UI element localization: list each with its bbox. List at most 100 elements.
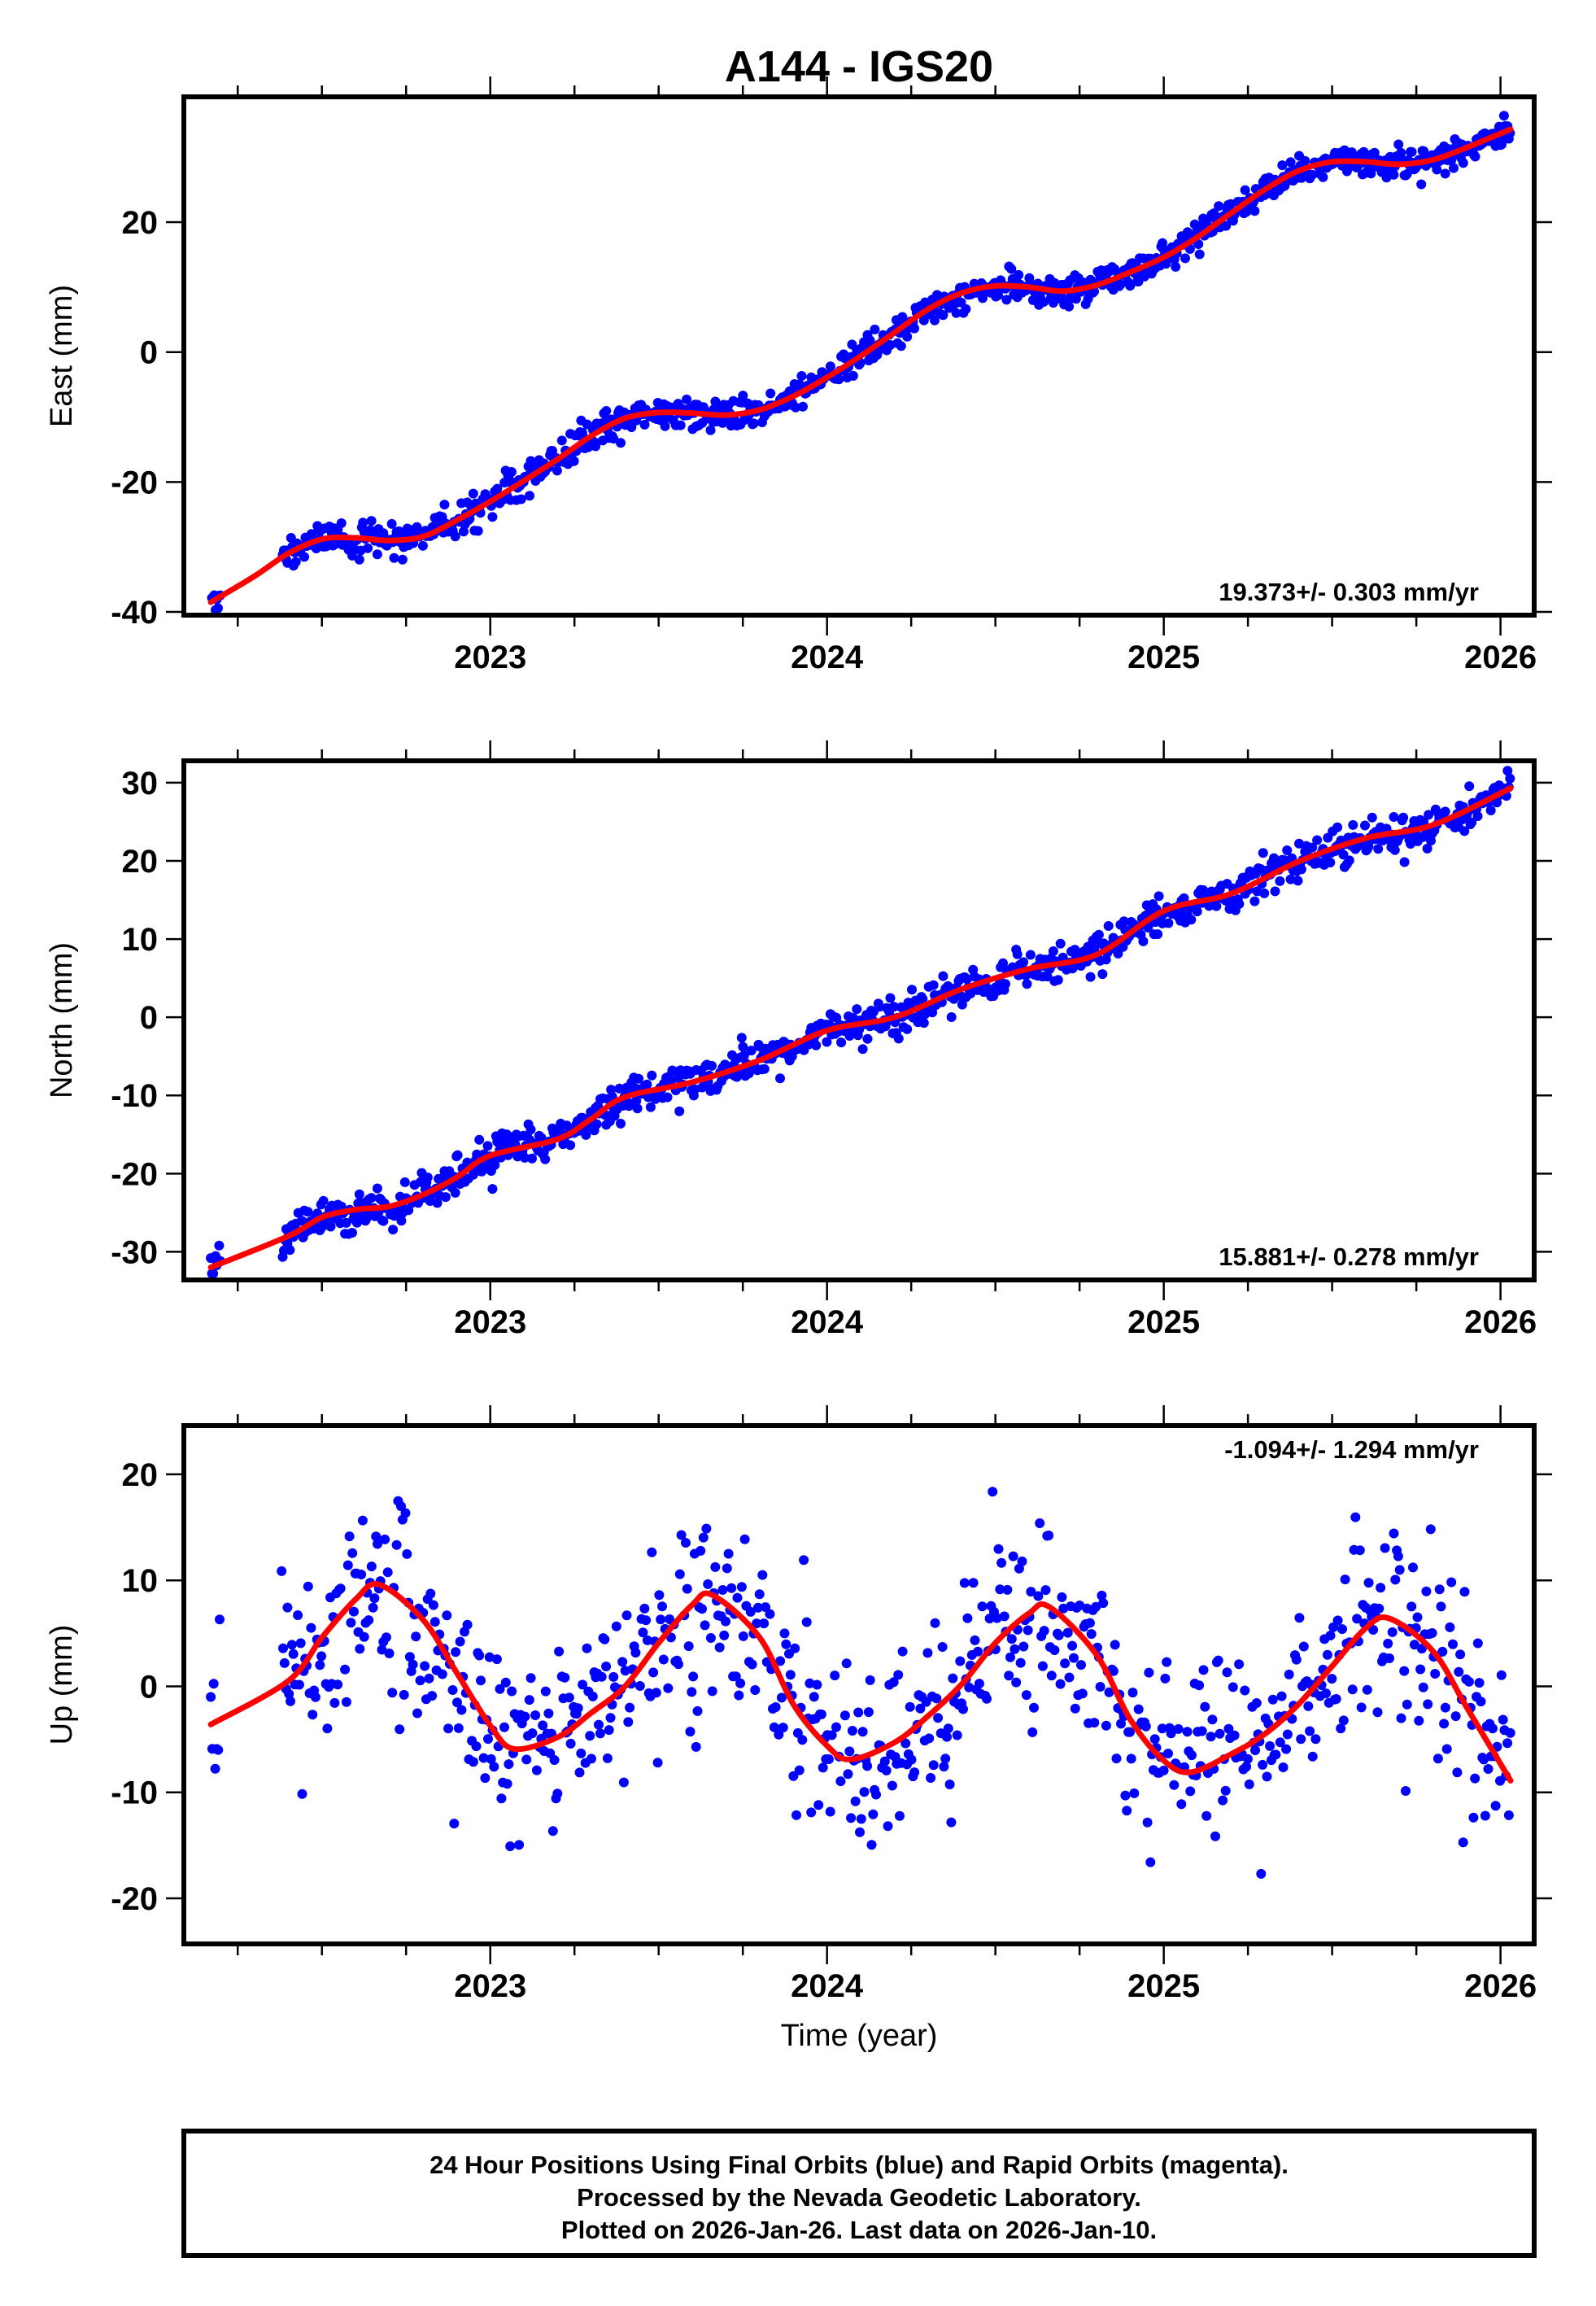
data-point: [1414, 1715, 1424, 1726]
data-point: [359, 1631, 369, 1642]
data-point: [1158, 1765, 1169, 1775]
data-point: [652, 1758, 663, 1768]
data-point: [297, 1788, 307, 1799]
data-point: [587, 1691, 598, 1701]
data-point: [342, 1560, 353, 1570]
north-panel: 2023 2024 2025 2026 -30 -20 -10 0 10 20 30 North (m…: [45, 740, 1552, 1340]
data-point: [527, 1153, 537, 1164]
data-point: [759, 1618, 770, 1629]
data-point: [384, 1649, 395, 1658]
data-point: [396, 1216, 407, 1226]
data-point: [1402, 169, 1412, 179]
data-point: [366, 516, 377, 526]
data-point: [1352, 1614, 1363, 1624]
data-point: [1084, 1618, 1095, 1628]
data-point: [1459, 1587, 1470, 1597]
data-point: [1363, 841, 1374, 852]
data-point: [928, 980, 939, 990]
data-point: [1399, 1666, 1410, 1676]
data-point: [1062, 1627, 1073, 1638]
data-point: [1356, 1702, 1367, 1713]
data-point: [1455, 1649, 1466, 1660]
x-axis-ticks: [236, 740, 1502, 1300]
data-point: [1464, 781, 1475, 792]
data-point: [1201, 1810, 1212, 1821]
data-point: [1053, 975, 1063, 985]
data-point: [1380, 1543, 1390, 1553]
data-point: [850, 1796, 861, 1806]
y-tick-label: -10: [111, 1078, 158, 1114]
data-point: [1389, 1528, 1399, 1539]
data-point: [601, 406, 612, 416]
data-point: [1091, 1601, 1101, 1612]
data-point: [1307, 169, 1318, 180]
data-point: [1095, 1682, 1105, 1692]
data-point: [507, 1686, 517, 1697]
plot-frame: [181, 1423, 1537, 1946]
data-point: [329, 1697, 340, 1708]
data-point: [450, 531, 460, 542]
data-point: [1176, 1799, 1187, 1810]
data-point: [825, 1806, 835, 1817]
data-point: [377, 1644, 387, 1655]
data-point: [656, 1614, 666, 1625]
data-point: [707, 1060, 717, 1071]
data-point: [1157, 1723, 1167, 1734]
data-point: [1127, 1688, 1138, 1698]
data-point: [1001, 295, 1012, 305]
y-tick-label: -20: [111, 465, 158, 500]
data-point: [1093, 929, 1104, 940]
y-axis-label: East (mm): [45, 285, 79, 427]
data-point: [487, 512, 498, 522]
data-point: [430, 1617, 440, 1627]
data-point: [918, 315, 929, 325]
data-point: [344, 1531, 355, 1542]
data-point: [1213, 1655, 1223, 1666]
data-point: [1076, 1660, 1086, 1671]
data-point: [630, 1648, 641, 1658]
data-point: [325, 1221, 336, 1232]
data-point: [1310, 1734, 1321, 1745]
data-point: [450, 1187, 460, 1198]
data-point: [620, 1666, 630, 1676]
data-point: [775, 1656, 786, 1666]
data-point: [754, 1589, 765, 1600]
data-point: [705, 425, 716, 435]
data-point: [472, 1149, 482, 1160]
data-point: [1029, 1702, 1039, 1713]
data-point: [451, 1647, 461, 1657]
data-point: [721, 1616, 730, 1627]
data-point: [765, 1609, 775, 1619]
data-point: [946, 1012, 957, 1022]
data-point: [843, 1769, 853, 1780]
data-point: [918, 994, 928, 1004]
data-point: [943, 1723, 953, 1734]
data-point: [288, 1649, 299, 1659]
data-point: [397, 554, 408, 565]
data-point: [335, 1583, 346, 1594]
data-point: [1285, 874, 1296, 884]
data-point: [1327, 1674, 1337, 1684]
data-point: [1234, 1659, 1245, 1670]
data-point: [799, 1555, 809, 1566]
data-point: [341, 1697, 351, 1707]
data-point: [307, 1710, 318, 1720]
data-point: [427, 1691, 438, 1701]
data-point: [565, 1738, 576, 1749]
data-point: [530, 1710, 541, 1720]
data-point: [940, 1754, 951, 1764]
x-axis-ticks: [236, 1405, 1502, 1964]
data-point: [1416, 179, 1427, 190]
data-point: [1012, 949, 1023, 959]
data-point: [1415, 1664, 1426, 1675]
chart-title: A144 - IGS20: [725, 42, 993, 91]
data-point: [1210, 1831, 1220, 1841]
data-point: [839, 1710, 850, 1721]
data-point: [682, 394, 692, 404]
data-point: [1276, 1691, 1287, 1701]
data-point: [922, 1648, 933, 1658]
plot-frame: [181, 94, 1537, 618]
data-point: [1269, 853, 1279, 863]
data-point: [933, 1713, 944, 1723]
data-point: [648, 1667, 659, 1678]
